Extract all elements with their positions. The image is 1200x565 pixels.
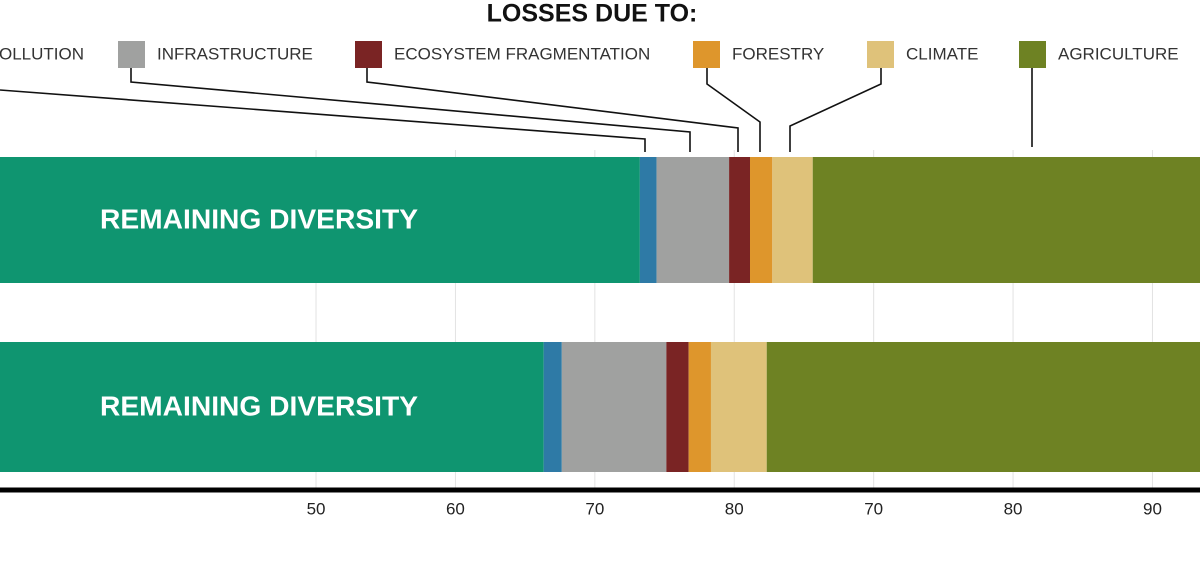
x-ticks: 50 60 70 80 70 80 90 xyxy=(307,499,1162,518)
legend-label: CLIMATE xyxy=(906,44,978,63)
legend-swatch xyxy=(118,41,145,68)
bar-segment xyxy=(688,342,711,472)
legend-label: OLLUTION xyxy=(0,44,84,63)
leader-line xyxy=(366,68,739,152)
x-tick-label: 80 xyxy=(725,499,744,518)
leader-lines xyxy=(0,68,1033,152)
chart-title: LOSSES DUE TO: xyxy=(487,0,698,28)
bar-segment xyxy=(666,342,689,472)
bar-segment xyxy=(710,342,767,472)
bar-segment xyxy=(812,157,1200,283)
leader-line xyxy=(789,68,882,152)
bar-segment xyxy=(656,157,730,283)
x-tick-label: 70 xyxy=(585,499,604,518)
x-tick-label: 60 xyxy=(446,499,465,518)
bars: REMAINING DIVERSITY REMAINING DIVERSITY xyxy=(0,157,1200,472)
legend-swatch xyxy=(693,41,720,68)
legend-swatch xyxy=(867,41,894,68)
bar-segment xyxy=(0,342,544,472)
legend-label: INFRASTRUCTURE xyxy=(157,44,313,63)
bar-label: REMAINING DIVERSITY xyxy=(100,203,418,234)
bar-segment xyxy=(639,157,657,283)
legend-label: FORESTRY xyxy=(732,44,824,63)
bar-segment xyxy=(766,342,1200,472)
legend-swatch xyxy=(355,41,382,68)
bar-label: REMAINING DIVERSITY xyxy=(100,390,418,421)
legend-label: ECOSYSTEM FRAGMENTATION xyxy=(394,44,650,63)
x-tick-label: 90 xyxy=(1143,499,1162,518)
leader-line xyxy=(130,68,691,152)
legend-swatch xyxy=(1019,41,1046,68)
bar-segment xyxy=(750,157,773,283)
bar-segment xyxy=(561,342,667,472)
x-tick-label: 80 xyxy=(1004,499,1023,518)
bar-segment xyxy=(729,157,750,283)
x-tick-label: 70 xyxy=(864,499,883,518)
legend: OLLUTION INFRASTRUCTURE ECOSYSTEM FRAGMENT… xyxy=(0,41,1179,68)
leader-line xyxy=(706,68,761,152)
legend-label: AGRICULTURE xyxy=(1058,44,1179,63)
bar-segment xyxy=(0,157,640,283)
x-tick-label: 50 xyxy=(307,499,326,518)
bar-segment xyxy=(543,342,562,472)
leader-line xyxy=(0,89,646,152)
bar-segment xyxy=(772,157,813,283)
